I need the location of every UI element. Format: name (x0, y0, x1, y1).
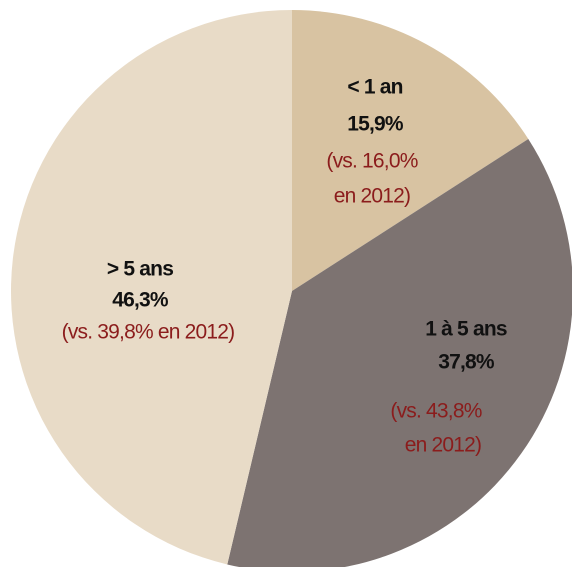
comparison-note: en 2012) (405, 434, 482, 457)
comparison-note: (vs. 39,8% en 2012) (62, 321, 235, 344)
value-label: 37,8% (438, 351, 495, 374)
slice-label: > 5 ans (107, 258, 173, 281)
comparison-note: (vs. 43,8% (390, 400, 481, 423)
slice-label: < 1 an (347, 76, 402, 99)
value-label: 46,3% (112, 289, 169, 312)
pie-slice (227, 138, 572, 567)
comparison-note: (vs. 16,0% (326, 150, 417, 173)
pie-slice (292, 10, 529, 291)
pie-slice (11, 9, 293, 565)
value-label: 15,9% (347, 113, 404, 136)
slice-label: 1 à 5 ans (425, 318, 507, 341)
comparison-note: en 2012) (334, 185, 411, 208)
